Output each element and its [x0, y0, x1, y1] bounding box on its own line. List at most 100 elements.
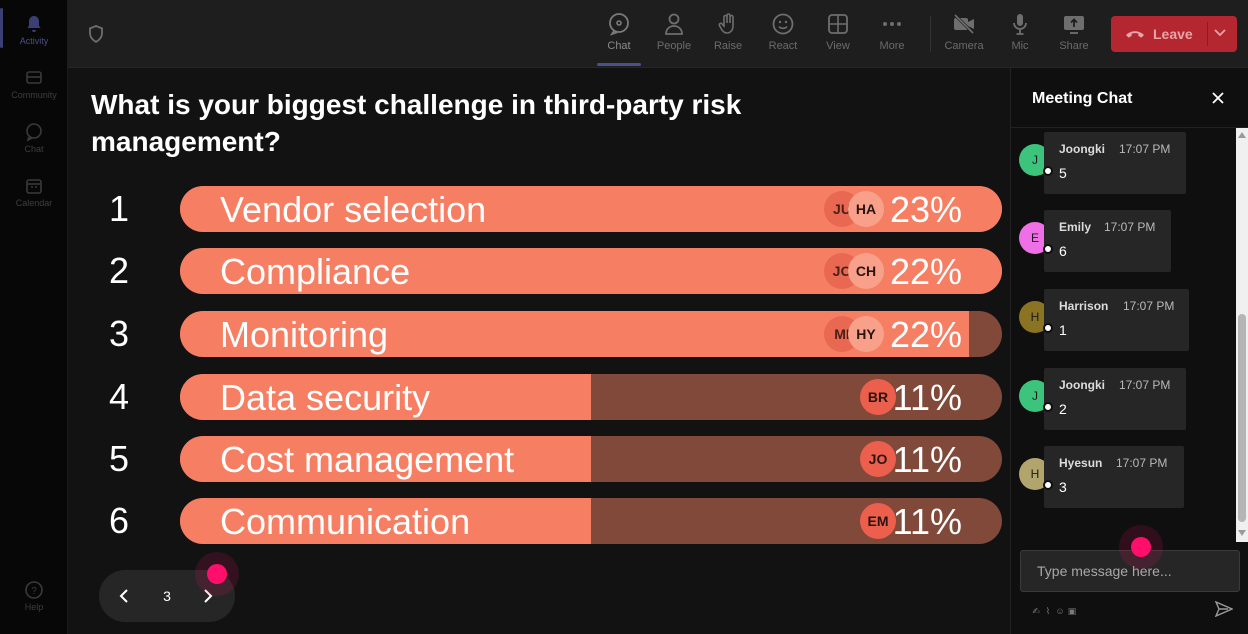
- rail-item-calendar[interactable]: Calendar: [4, 168, 64, 218]
- chat-message: H Harrison 17:07 PM 1: [1019, 289, 1199, 353]
- leave-separator: [1207, 22, 1208, 46]
- send-icon[interactable]: [1215, 601, 1233, 617]
- message-bubble: Emily 17:07 PM 6: [1044, 210, 1171, 272]
- camera-button-label: Camera: [944, 40, 984, 52]
- rail-item-chat[interactable]: Chat: [4, 114, 64, 164]
- cursor-indicator: [1131, 537, 1151, 557]
- poll-option-row: 1 Vendor selection JU HA 23%: [88, 186, 1010, 232]
- leave-button-label: Leave: [1153, 26, 1193, 42]
- people-button[interactable]: People: [648, 10, 700, 62]
- emoji-icon[interactable]: ☺: [1055, 606, 1065, 616]
- option-percent: 11%: [892, 377, 962, 418]
- option-percent: 11%: [892, 439, 962, 480]
- option-result-bar: Monitoring MI HY 22%: [180, 311, 1002, 357]
- bell-icon: [27, 16, 41, 32]
- option-number: 4: [108, 376, 130, 417]
- cursor-indicator: [207, 564, 227, 584]
- toolbar-divider: [930, 16, 931, 52]
- poll-question: What is your biggest challenge in third-…: [91, 89, 742, 157]
- format-text-icon[interactable]: ✍: [1032, 606, 1040, 616]
- community-icon: [26, 71, 42, 84]
- message-sender: Emily: [1059, 220, 1092, 234]
- rail-item-label: Community: [11, 90, 57, 100]
- page-number: 3: [163, 588, 171, 604]
- voter-avatar: JO: [860, 441, 896, 477]
- rail-item-activity[interactable]: Activity: [4, 6, 64, 56]
- chevron-down-icon[interactable]: [1213, 28, 1227, 38]
- option-result-fill: [180, 498, 591, 544]
- rail-item-community[interactable]: Community: [4, 60, 64, 110]
- hand-icon: [718, 13, 734, 34]
- message-text: 1: [1059, 322, 1067, 338]
- option-number: 1: [108, 188, 130, 229]
- share-button[interactable]: Share: [1048, 10, 1100, 62]
- option-label: Communication: [220, 501, 471, 542]
- scroll-down-arrow[interactable]: [1238, 530, 1246, 536]
- rail-item-label: Activity: [19, 36, 49, 46]
- option-percent: 22%: [889, 314, 962, 355]
- message-text: 6: [1059, 243, 1067, 259]
- people-button-label: People: [656, 40, 692, 52]
- message-bubble: Hyesun 17:07 PM 3: [1044, 446, 1184, 508]
- calendar-icon: [26, 179, 42, 194]
- chat-message-input[interactable]: [1020, 550, 1240, 592]
- option-number: 3: [108, 313, 130, 354]
- react-button[interactable]: React: [757, 10, 809, 62]
- message-time: 17:07 PM: [1123, 299, 1175, 313]
- attach-icon[interactable]: ⌇: [1045, 606, 1051, 616]
- poll-option-row: 6 Communication EM 11%: [88, 498, 1010, 544]
- message-time: 17:07 PM: [1104, 220, 1156, 234]
- camera-button[interactable]: Camera: [938, 10, 990, 62]
- react-button-label: React: [768, 40, 798, 52]
- chat-active-underline: [597, 63, 641, 66]
- rail-active-indicator: [0, 8, 3, 48]
- share-button-label: Share: [1059, 40, 1089, 52]
- option-number: 5: [108, 438, 130, 479]
- message-time: 17:07 PM: [1119, 142, 1171, 156]
- more-button[interactable]: More: [866, 10, 918, 62]
- presence-dot: [1043, 480, 1053, 490]
- chat-message: E Emily 17:07 PM 6: [1019, 210, 1199, 274]
- presence-dot: [1043, 244, 1053, 254]
- chat-header-divider: [1011, 127, 1248, 128]
- more-dots-icon: [883, 22, 901, 26]
- message-bubble: Joongki 17:07 PM 5: [1044, 132, 1186, 194]
- option-result-bar: Compliance JO CH 22%: [180, 248, 1002, 294]
- gif-icon[interactable]: ▣: [1067, 606, 1077, 616]
- raise-hand-button[interactable]: Raise: [702, 10, 754, 62]
- option-label: Compliance: [220, 251, 411, 292]
- presence-dot: [1043, 166, 1053, 176]
- people-icon: [665, 13, 683, 35]
- presence-dot: [1043, 402, 1053, 412]
- camera-off-icon: [953, 13, 975, 35]
- mic-button[interactable]: Mic: [994, 10, 1046, 62]
- option-label: Vendor selection: [220, 189, 487, 230]
- option-number: 2: [108, 250, 130, 291]
- scrollbar-thumb[interactable]: [1238, 314, 1246, 522]
- rail-item-help[interactable]: ? Help: [4, 572, 64, 622]
- poll-option-row: 2 Compliance JO CH 22%: [88, 248, 1010, 294]
- chat-message: H Hyesun 17:07 PM 3: [1019, 446, 1199, 510]
- chat-button[interactable]: Chat: [593, 10, 645, 62]
- chat-title: Meeting Chat: [1032, 90, 1133, 107]
- scroll-up-arrow[interactable]: [1238, 132, 1246, 138]
- option-number: 6: [108, 500, 130, 541]
- option-result-bar: Cost management JO 11%: [180, 436, 1002, 482]
- chevron-right-icon[interactable]: [201, 588, 215, 604]
- shield-icon[interactable]: [86, 24, 106, 44]
- share-screen-icon: [1064, 16, 1084, 34]
- close-icon[interactable]: [1211, 91, 1225, 105]
- rail-item-label: Chat: [24, 144, 44, 154]
- voter-avatar: EM: [860, 503, 896, 539]
- message-text: 2: [1059, 401, 1067, 417]
- rail-item-label: Calendar: [15, 198, 53, 208]
- presence-dot: [1043, 323, 1053, 333]
- chat-bubble-icon: [609, 13, 629, 36]
- smiley-icon: [772, 13, 794, 35]
- message-time: 17:07 PM: [1119, 378, 1171, 392]
- leave-button[interactable]: Leave: [1111, 16, 1237, 52]
- chevron-left-icon[interactable]: [117, 588, 131, 604]
- view-button[interactable]: View: [812, 10, 864, 62]
- chat-message: J Joongki 17:07 PM 5: [1019, 132, 1199, 196]
